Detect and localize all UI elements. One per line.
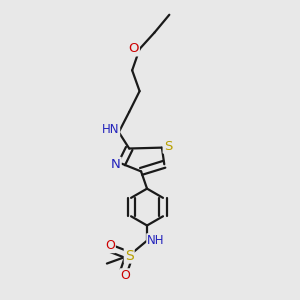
- Text: HN: HN: [102, 123, 119, 136]
- Text: S: S: [164, 140, 172, 153]
- Text: N: N: [111, 158, 121, 171]
- Text: O: O: [128, 42, 139, 56]
- Text: O: O: [121, 269, 130, 282]
- Text: NH: NH: [147, 234, 165, 247]
- Text: O: O: [105, 239, 115, 252]
- Text: S: S: [125, 248, 134, 262]
